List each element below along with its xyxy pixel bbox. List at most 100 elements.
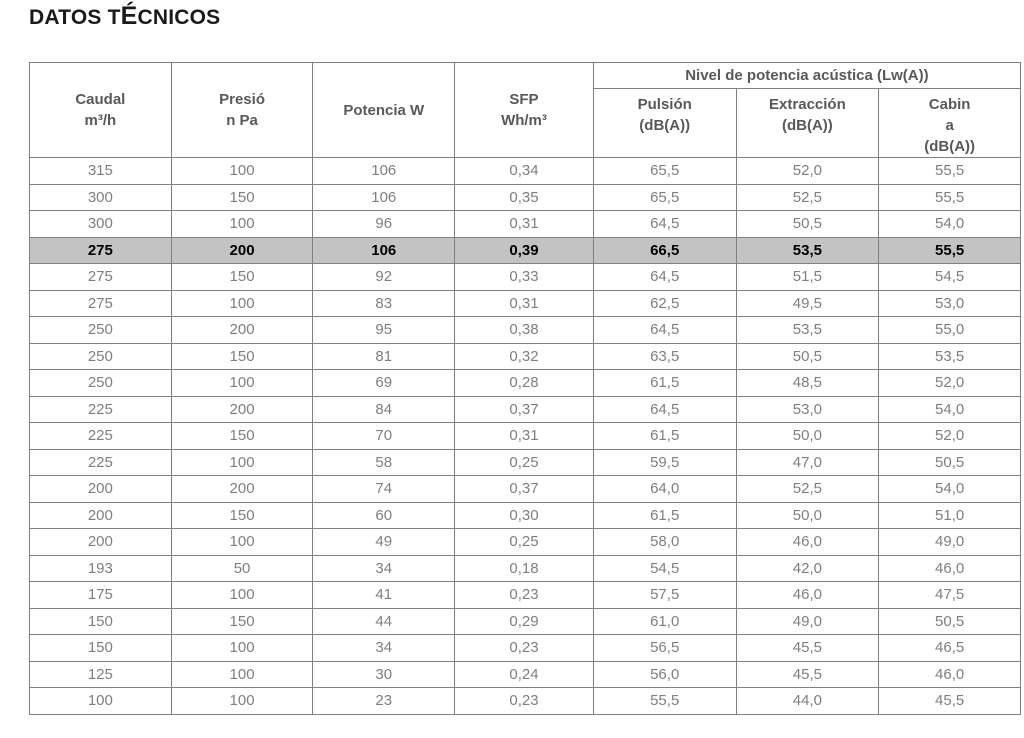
cell: 200 — [29, 475, 172, 503]
cell: 150 — [170, 183, 314, 211]
cell: 45,5 — [878, 687, 1021, 715]
table-row: 250 100 69 0,28 61,5 48,5 52,0 — [29, 369, 1021, 397]
cell: 61,5 — [592, 369, 737, 397]
cell: 49 — [312, 528, 456, 556]
cell: 55,5 — [592, 687, 737, 715]
cell: 250 — [29, 369, 172, 397]
table-row: 200 200 74 0,37 64,0 52,5 54,0 — [29, 475, 1021, 503]
cell: 200 — [170, 395, 314, 423]
page-title-accent-letter: É — [120, 2, 138, 30]
cell: 46,5 — [878, 634, 1021, 662]
technical-data-table: Caudal m³/h Presió n Pa Potencia W SFP Wh/m… — [29, 62, 1022, 715]
table-row: 200 100 49 0,25 58,0 46,0 49,0 — [29, 528, 1021, 556]
table-row-highlighted: 275 200 106 0,39 66,5 53,5 55,5 — [29, 236, 1021, 264]
cell: 54,0 — [878, 210, 1021, 238]
cell: 92 — [312, 263, 456, 291]
table-row: 300 100 96 0,31 64,5 50,5 54,0 — [29, 210, 1021, 238]
cell: 61,5 — [592, 422, 737, 450]
cell: 150 — [170, 263, 314, 291]
cell: 34 — [312, 634, 456, 662]
cell: 0,29 — [454, 607, 594, 635]
cell: 100 — [170, 581, 314, 609]
cell: 84 — [312, 395, 456, 423]
table-row: 300 150 106 0,35 65,5 52,5 55,5 — [29, 183, 1021, 211]
table-row: 125 100 30 0,24 56,0 45,5 46,0 — [29, 660, 1021, 688]
cell: 100 — [170, 289, 314, 317]
cell: 250 — [29, 342, 172, 370]
cell: 50,5 — [735, 342, 880, 370]
col-header-potencia: Potencia W — [312, 62, 456, 158]
cell: 100 — [170, 448, 314, 476]
table-row: 225 150 70 0,31 61,5 50,0 52,0 — [29, 422, 1021, 450]
cell: 0,18 — [454, 554, 594, 582]
col-header-extraccion: Extracción (dB(A)) — [735, 88, 880, 158]
cell: 58 — [312, 448, 456, 476]
cell: 100 — [170, 210, 314, 238]
cell: 54,0 — [878, 395, 1021, 423]
cell: 53,5 — [735, 316, 880, 344]
cell: 64,5 — [592, 395, 737, 423]
table-row: 250 200 95 0,38 64,5 53,5 55,0 — [29, 316, 1021, 344]
cell: 61,0 — [592, 607, 737, 635]
table-body: 315 100 106 0,34 65,5 52,0 55,5 300 150 106 0,35 65… — [29, 157, 1021, 715]
cell: 200 — [170, 475, 314, 503]
cell: 46,0 — [735, 581, 880, 609]
cell: 100 — [29, 687, 172, 715]
cell: 41 — [312, 581, 456, 609]
cell: 46,0 — [735, 528, 880, 556]
cell: 65,5 — [592, 183, 737, 211]
cell: 200 — [29, 501, 172, 529]
cell: 42,0 — [735, 554, 880, 582]
cell: 275 — [29, 263, 172, 291]
cell: 51,0 — [878, 501, 1021, 529]
cell: 50,0 — [735, 501, 880, 529]
cell: 55,5 — [878, 183, 1021, 211]
cell: 0,31 — [454, 289, 594, 317]
cell: 49,0 — [878, 528, 1021, 556]
header-row-top: Caudal m³/h Presió n Pa Potencia W SFP Wh/m… — [29, 62, 1022, 158]
cell: 55,0 — [878, 316, 1021, 344]
cell: 275 — [29, 289, 172, 317]
cell: 0,34 — [454, 157, 594, 185]
cell: 200 — [170, 316, 314, 344]
cell: 150 — [170, 422, 314, 450]
cell: 64,5 — [592, 210, 737, 238]
cell: 95 — [312, 316, 456, 344]
cell: 51,5 — [735, 263, 880, 291]
cell: 100 — [170, 528, 314, 556]
table-row: 100 100 23 0,23 55,5 44,0 45,5 — [29, 687, 1021, 715]
cell: 300 — [29, 183, 172, 211]
cell: 50,5 — [878, 607, 1021, 635]
cell: 47,5 — [878, 581, 1021, 609]
table-row: 200 150 60 0,30 61,5 50,0 51,0 — [29, 501, 1021, 529]
table-row: 275 100 83 0,31 62,5 49,5 53,0 — [29, 289, 1021, 317]
cell: 57,5 — [592, 581, 737, 609]
cell: 66,5 — [592, 236, 737, 264]
cell: 315 — [29, 157, 172, 185]
cell: 0,28 — [454, 369, 594, 397]
cell: 100 — [170, 634, 314, 662]
cell: 50,5 — [878, 448, 1021, 476]
table-row: 150 100 34 0,23 56,5 45,5 46,5 — [29, 634, 1021, 662]
cell: 44,0 — [735, 687, 880, 715]
cell: 30 — [312, 660, 456, 688]
cell: 0,39 — [454, 236, 594, 264]
cell: 59,5 — [592, 448, 737, 476]
cell: 46,0 — [878, 554, 1021, 582]
cell: 70 — [312, 422, 456, 450]
cell: 150 — [170, 607, 314, 635]
cell: 0,37 — [454, 395, 594, 423]
table-row: 193 50 34 0,18 54,5 42,0 46,0 — [29, 554, 1021, 582]
cell: 45,5 — [735, 660, 880, 688]
cell: 61,5 — [592, 501, 737, 529]
cell: 0,35 — [454, 183, 594, 211]
cell: 0,23 — [454, 687, 594, 715]
cell: 300 — [29, 210, 172, 238]
cell: 150 — [170, 342, 314, 370]
table-header: Caudal m³/h Presió n Pa Potencia W SFP Wh/m… — [29, 62, 1022, 158]
cell: 49,0 — [735, 607, 880, 635]
cell: 100 — [170, 660, 314, 688]
cell: 58,0 — [592, 528, 737, 556]
table-row: 250 150 81 0,32 63,5 50,5 53,5 — [29, 342, 1021, 370]
table-row: 175 100 41 0,23 57,5 46,0 47,5 — [29, 581, 1021, 609]
